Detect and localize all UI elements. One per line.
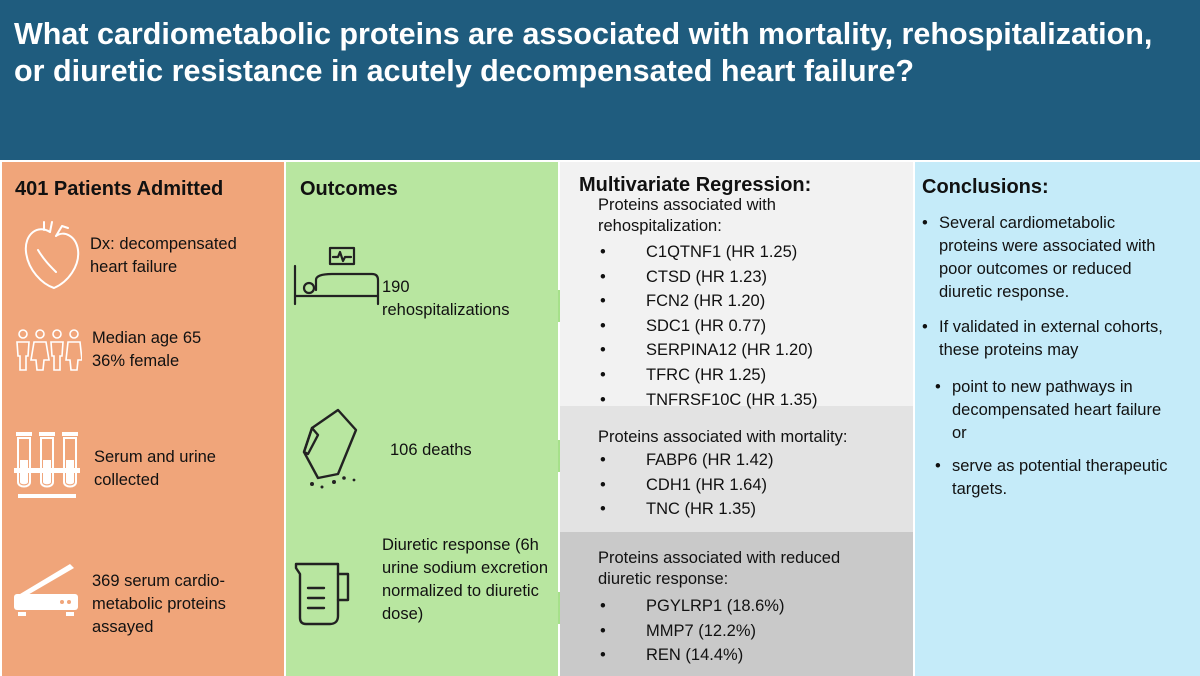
test-tubes-icon [14, 432, 80, 498]
protein-item: C1QTNF1 (HR 1.25) [598, 240, 817, 265]
conclusion-subpoint: point to new pathways in decompensated h… [932, 376, 1177, 445]
mortality-protein-list: FABP6 (HR 1.42) CDH1 (HR 1.64) TNC (HR 1… [598, 448, 773, 522]
samples-text: Serum and urine collected [94, 448, 216, 489]
conclusion-subpoint: serve as potential therapeutic targets. [932, 455, 1177, 501]
rehospitalization-outcome: 190 rehospitalizations [382, 276, 552, 322]
demographics-text: Median age 65 36% female [92, 327, 277, 373]
protein-item: MMP7 (12.2%) [598, 619, 784, 644]
protein-item: FABP6 (HR 1.42) [598, 448, 773, 473]
conclusion-point: If validated in external cohorts, these … [919, 316, 1169, 362]
diuretic-response-outcome: Diuretic response (6h urine sodium excre… [382, 536, 548, 623]
outcomes-column: Outcomes 190 rehospitalizations 106 deat… [286, 162, 558, 676]
people-icon [16, 329, 82, 371]
outcomes-title: Outcomes [300, 178, 398, 200]
diagnosis-text: Dx: decompensated heart failure [90, 235, 237, 276]
mortality-heading: Proteins associated with mortality: [598, 428, 848, 446]
heart-icon [24, 221, 80, 289]
header-banner: What cardiometabolic proteins are associ… [0, 0, 1200, 160]
proteins-assayed-text: 369 serum cardio-metabolic proteins assa… [92, 572, 226, 636]
protein-item: TNC (HR 1.35) [598, 497, 773, 522]
conclusions-list: Several cardiometabolic proteins were as… [919, 212, 1169, 362]
coffin-icon [302, 408, 358, 489]
regression-column: Multivariate Regression: Proteins associ… [560, 162, 913, 676]
rehospitalization-count: 190 [382, 278, 410, 296]
conclusion-point: Several cardiometabolic proteins were as… [919, 212, 1169, 304]
protein-item: CTSD (HR 1.23) [598, 265, 817, 290]
regression-title: Multivariate Regression: [579, 174, 812, 196]
protein-item: FCN2 (HR 1.20) [598, 289, 817, 314]
protein-item: CDH1 (HR 1.64) [598, 473, 773, 498]
protein-item: TNFRSF10C (HR 1.35) [598, 388, 817, 413]
median-age-text: Median age 65 [92, 329, 202, 347]
protein-item: SDC1 (HR 0.77) [598, 314, 817, 339]
diuretic-heading: Proteins associated with reduced diureti… [598, 549, 841, 588]
rehospitalization-heading: Proteins associated with rehospitalizati… [598, 196, 776, 235]
patients-column: 401 Patients Admitted Dx: decompensated … [2, 162, 284, 676]
rehospitalization-protein-list: C1QTNF1 (HR 1.25) CTSD (HR 1.23) FCN2 (H… [598, 240, 817, 412]
conclusions-column: Conclusions: Several cardiometabolic pro… [915, 162, 1200, 676]
measuring-cup-icon [294, 562, 350, 626]
protein-item: REN (14.4%) [598, 643, 784, 668]
deaths-outcome: 106 deaths [390, 441, 472, 459]
protein-item: PGYLRP1 (18.6%) [598, 594, 784, 619]
assay-plate-icon [14, 564, 78, 616]
conclusions-title: Conclusions: [922, 176, 1049, 198]
patients-title: 401 Patients Admitted [15, 178, 224, 200]
female-percent-text: 36% female [92, 352, 180, 370]
rehospitalization-label: rehospitalizations [382, 301, 510, 319]
diuretic-protein-list: PGYLRP1 (18.6%) MMP7 (12.2%) REN (14.4%) [598, 594, 784, 668]
protein-item: TFRC (HR 1.25) [598, 363, 817, 388]
conclusions-sublist: point to new pathways in decompensated h… [932, 376, 1177, 501]
page-title: What cardiometabolic proteins are associ… [14, 17, 1153, 88]
hospital-bed-icon [293, 246, 380, 306]
protein-item: SERPINA12 (HR 1.20) [598, 338, 817, 363]
